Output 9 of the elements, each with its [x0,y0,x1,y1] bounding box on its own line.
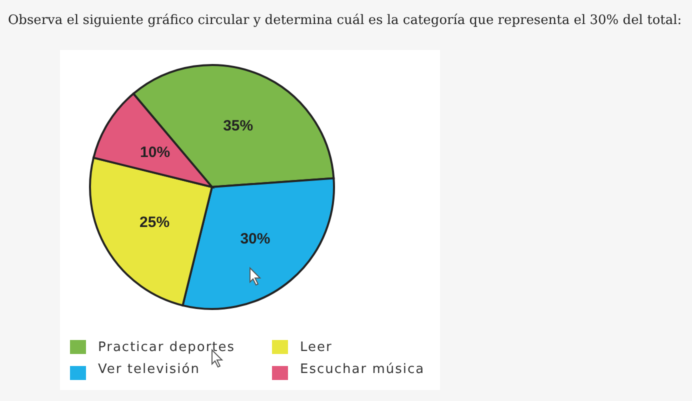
data-label: 30% [240,230,270,248]
legend-label: Leer [300,340,332,355]
legend-label: Ver televisión [98,362,200,377]
data-label: 25% [140,214,170,231]
data-label: 10% [140,144,170,161]
legend-label: Practicar deportes [98,340,236,355]
chart-title: Observa el siguiente gráfico circular y determina cuál es la categoría que representa el 30% del total: [8,13,682,28]
data-label: 35% [223,117,254,134]
legend-label: Escuchar música [300,362,425,377]
